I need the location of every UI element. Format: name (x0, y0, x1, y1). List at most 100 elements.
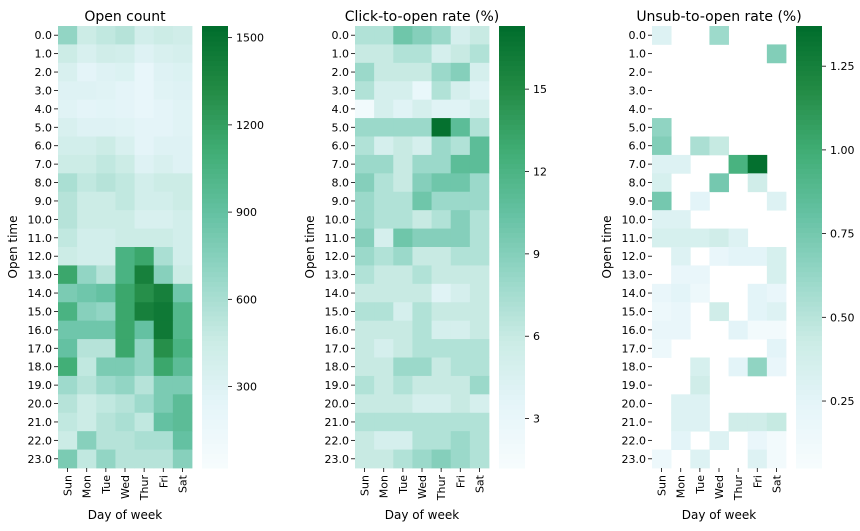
colorbar-segment (499, 345, 525, 351)
heatmap-cell (450, 302, 471, 322)
heatmap-cell (153, 136, 174, 156)
colorbar-segment (499, 207, 525, 214)
heatmap-cell (153, 339, 174, 358)
colorbar-segment (499, 301, 525, 307)
heatmap-cell (153, 412, 174, 432)
colorbar-segment (499, 443, 525, 449)
heatmap-cell (96, 228, 116, 248)
y-tick-label: 2.0 (629, 66, 647, 79)
heatmap-cell (77, 81, 97, 101)
colorbar-segment (202, 335, 228, 341)
colorbar-segment (499, 350, 525, 356)
heatmap-cell (134, 394, 155, 414)
colorbar-segment (202, 84, 228, 91)
colorbar-segment (499, 310, 525, 317)
colorbar-segment (499, 134, 525, 140)
y-tick-label: 19.0 (28, 379, 53, 392)
colorbar-segment (202, 192, 228, 199)
heatmap-cell (134, 283, 155, 303)
colorbar-segment (796, 374, 822, 381)
colorbar-segment (202, 281, 228, 287)
colorbar-segment (796, 65, 822, 71)
colorbar-segment (202, 453, 228, 459)
heatmap-cell (766, 44, 787, 64)
colorbar-segment (202, 30, 228, 37)
heatmap-cell (77, 357, 97, 377)
colorbar-segment (499, 448, 525, 454)
colorbar-segment (202, 109, 228, 115)
heatmap-cell (96, 394, 116, 414)
heatmap-cell (469, 154, 490, 174)
colorbar-segment (202, 40, 228, 47)
heatmap-cell (58, 394, 78, 414)
colorbar-segment (499, 94, 525, 101)
colorbar-segment (796, 202, 822, 209)
heatmap-cell (172, 118, 193, 137)
colorbar-segment (499, 119, 525, 125)
heatmap-cell (393, 191, 413, 211)
colorbar-segment (796, 60, 822, 66)
colorbar-segment (796, 379, 822, 386)
heatmap-cell (58, 99, 78, 119)
colorbar-segment (202, 389, 228, 395)
heatmap-cell (450, 173, 471, 193)
heatmap-cell (355, 431, 375, 450)
heatmap-cell (172, 357, 193, 377)
colorbar-segment (202, 35, 228, 42)
heatmap-cell (374, 210, 394, 229)
heatmap-cell (469, 210, 490, 229)
heatmap-cell (58, 357, 78, 377)
heatmap-cell (652, 118, 672, 137)
heatmap-cell (153, 44, 174, 64)
colorbar-segment (796, 320, 822, 327)
heatmap-cell (58, 136, 78, 156)
heatmap-cell (728, 228, 749, 248)
y-tick-label: 10.0 (325, 213, 350, 226)
colorbar-segment (796, 399, 822, 405)
y-tick-label: 22.0 (325, 434, 350, 447)
colorbar-segment (202, 197, 228, 204)
heatmap-cell (450, 357, 471, 377)
y-tick-label: 7.0 (35, 158, 53, 171)
colorbar-segment (202, 340, 228, 346)
heatmap-cell (172, 81, 193, 101)
heatmap-cell (96, 173, 116, 193)
colorbar-segment (499, 232, 525, 238)
heatmap-cell (374, 118, 394, 137)
y-tick-label: 11.0 (28, 232, 53, 245)
heatmap-cell (134, 173, 155, 193)
heatmap-cell (374, 99, 394, 119)
heatmap-cell (77, 449, 97, 469)
colorbar-segment (796, 423, 822, 430)
colorbar-segment (202, 217, 228, 224)
heatmap-cell (431, 283, 452, 303)
colorbar-segment (499, 212, 525, 219)
x-axis-label: Day of week (385, 508, 459, 522)
colorbar-segment (202, 114, 228, 120)
heatmap-cell (393, 118, 413, 137)
x-tick-label: Sun (62, 475, 75, 496)
heatmap-cell (355, 191, 375, 211)
colorbar-segment (202, 350, 228, 356)
colorbar-segment (796, 350, 822, 356)
colorbar-segment (796, 413, 822, 420)
heatmap-cell (431, 431, 452, 450)
colorbar-segment (796, 335, 822, 341)
heatmap-cell (134, 339, 155, 358)
heatmap-cell (115, 339, 135, 358)
colorbar-segment (499, 65, 525, 71)
colorbar-segment (202, 188, 228, 194)
colorbar-segment (796, 173, 822, 179)
colorbar-segment (202, 379, 228, 386)
heatmap-cell (115, 247, 135, 266)
heatmap-cell (153, 247, 174, 266)
y-tick-label: 10.0 (28, 213, 53, 226)
heatmap-cell (671, 394, 691, 414)
heatmap-cell (115, 81, 135, 101)
heatmap-cell (412, 173, 432, 193)
heatmap-cell (153, 265, 174, 285)
heatmap-cell (153, 191, 174, 211)
colorbar-segment (796, 433, 822, 440)
colorbar-segment (202, 237, 228, 243)
heatmap-cell (77, 118, 97, 137)
